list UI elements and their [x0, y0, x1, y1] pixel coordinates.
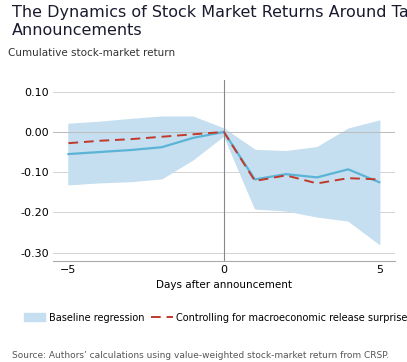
Legend: Baseline regression, Controlling for macroeconomic release surprises: Baseline regression, Controlling for mac…	[24, 312, 407, 323]
Text: Cumulative stock-market return: Cumulative stock-market return	[9, 48, 175, 58]
Text: The Dynamics of Stock Market Returns Around Tariff
Announcements: The Dynamics of Stock Market Returns Aro…	[12, 5, 407, 38]
Text: Source: Authors’ calculations using value-weighted stock-market return from CRSP: Source: Authors’ calculations using valu…	[12, 351, 389, 360]
X-axis label: Days after announcement: Days after announcement	[156, 280, 292, 290]
